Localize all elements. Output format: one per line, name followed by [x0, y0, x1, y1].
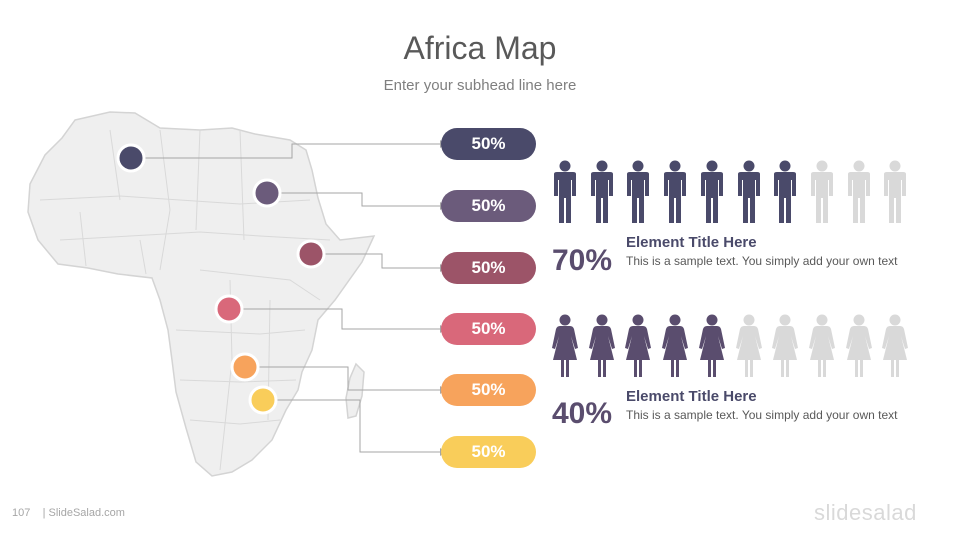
percent-pill-4: 50% — [441, 313, 536, 345]
male-icon — [808, 160, 836, 224]
location-marker-5 — [230, 352, 260, 382]
connector-line-6 — [276, 399, 440, 453]
location-markers — [116, 143, 326, 415]
male-icon — [551, 160, 579, 224]
connector-line-4 — [242, 308, 440, 330]
male-icon — [845, 160, 873, 224]
male-icon — [771, 160, 799, 224]
male-icon — [661, 160, 689, 224]
male-icon — [735, 160, 763, 224]
male-icon — [698, 160, 726, 224]
female-icon — [698, 314, 726, 378]
slide-title: Africa Map — [403, 30, 557, 66]
location-marker-1 — [116, 143, 146, 173]
stat-text-1: This is a sample text. You simply add yo… — [626, 254, 898, 268]
page-number: 107 — [12, 507, 31, 519]
percent-pill-3: 50% — [441, 252, 536, 284]
location-marker-4 — [214, 294, 244, 324]
female-icon — [551, 314, 579, 378]
connector-line-2 — [280, 192, 440, 207]
connector-line-3 — [324, 253, 440, 269]
female-icon — [735, 314, 763, 378]
stat-percent-2: 40% — [552, 397, 613, 430]
female-icon — [661, 314, 689, 378]
male-icon — [881, 160, 909, 224]
location-marker-2 — [252, 178, 282, 208]
slide-subtitle: Enter your subhead line here — [383, 77, 577, 94]
female-icon — [624, 314, 652, 378]
female-icon — [808, 314, 836, 378]
male-icon — [624, 160, 652, 224]
page-footer: 107 | SlideSalad.com — [12, 507, 125, 519]
source-credit: | SlideSalad.com — [42, 507, 125, 519]
percent-pill-5: 50% — [441, 374, 536, 406]
stat-title-1: Element Title Here — [626, 234, 757, 251]
brand-logo: slidesalad — [814, 500, 917, 525]
female-icon — [771, 314, 799, 378]
percent-pill-6: 50% — [441, 436, 536, 468]
male-icon — [588, 160, 616, 224]
location-marker-3 — [296, 239, 326, 269]
female-icon — [588, 314, 616, 378]
connector-arrows — [440, 140, 446, 456]
stat-title-2: Element Title Here — [626, 388, 757, 405]
stat-percent-1: 70% — [552, 244, 613, 277]
connector-lines — [144, 143, 440, 453]
percent-pill-1: 50% — [441, 128, 536, 160]
female-icon — [845, 314, 873, 378]
location-marker-6 — [248, 385, 278, 415]
connector-line-5 — [258, 366, 440, 391]
connector-line-1 — [144, 143, 440, 159]
stat-text-2: This is a sample text. You simply add yo… — [626, 408, 898, 422]
madagascar-shape — [345, 362, 365, 419]
female-icon — [881, 314, 909, 378]
percent-pill-2: 50% — [441, 190, 536, 222]
africa-map-shape — [27, 111, 376, 477]
